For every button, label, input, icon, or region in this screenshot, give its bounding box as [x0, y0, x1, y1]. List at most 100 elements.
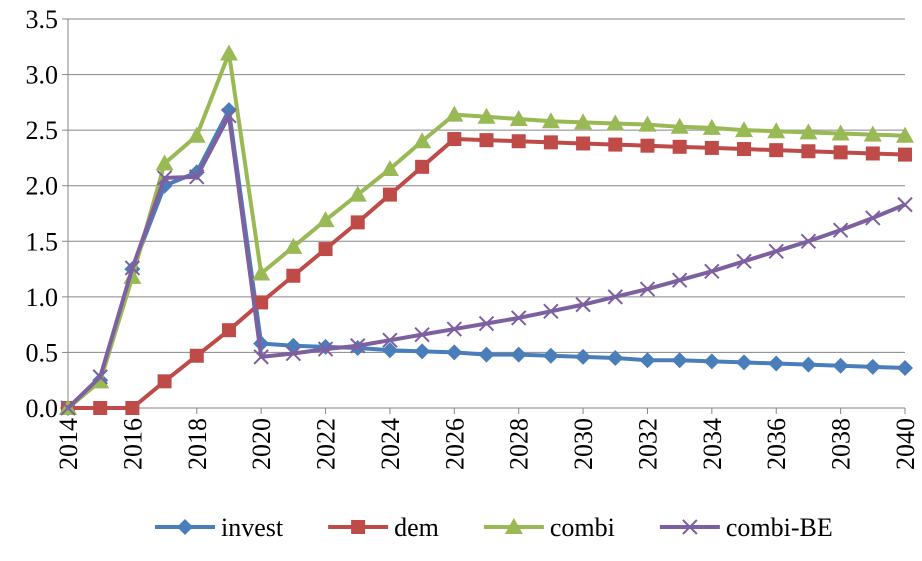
marker: [639, 281, 656, 297]
marker: [284, 237, 303, 254]
marker: [863, 125, 882, 142]
marker: [415, 159, 430, 174]
marker: [831, 124, 850, 141]
marker: [682, 519, 698, 535]
marker: [543, 303, 559, 320]
marker: [156, 170, 173, 186]
marker: [737, 142, 752, 157]
legend-label: combi-BE: [726, 513, 833, 542]
y-tick-label: 3.0: [26, 61, 59, 90]
marker: [575, 348, 592, 365]
marker: [703, 353, 720, 370]
marker: [864, 358, 881, 375]
marker: [575, 296, 591, 313]
y-tick-label: 0.5: [26, 338, 59, 367]
x-tick-label: 2032: [633, 418, 662, 470]
marker: [189, 348, 204, 363]
marker: [639, 352, 656, 369]
marker: [896, 126, 914, 143]
marker: [800, 233, 817, 249]
y-tick-label: 2.5: [26, 116, 59, 145]
y-tick-label: 2.0: [26, 172, 59, 201]
x-tick-label: 2028: [505, 418, 534, 470]
marker: [317, 341, 334, 357]
marker: [801, 144, 816, 159]
legend-label: dem: [394, 513, 439, 542]
y-tick-label: 0.0: [26, 394, 59, 423]
marker: [510, 346, 527, 363]
marker: [414, 326, 430, 343]
marker: [865, 146, 880, 161]
marker: [509, 110, 528, 127]
marker: [769, 143, 784, 158]
x-tick-label: 2022: [312, 418, 341, 470]
x-tick-label: 2018: [183, 418, 212, 470]
marker: [511, 134, 526, 149]
marker: [177, 519, 193, 535]
marker: [608, 137, 623, 152]
marker: [477, 107, 496, 124]
marker: [413, 132, 432, 149]
marker: [833, 145, 848, 160]
marker: [607, 289, 623, 305]
legend-label: combi: [550, 513, 615, 542]
y-tick-label: 1.5: [26, 227, 59, 256]
marker: [125, 401, 140, 415]
marker: [799, 123, 818, 140]
marker: [898, 147, 912, 162]
marker: [254, 295, 269, 310]
x-tick-label: 2024: [376, 418, 405, 470]
marker: [479, 133, 494, 148]
marker: [736, 253, 752, 269]
marker: [124, 260, 141, 276]
marker: [91, 372, 110, 389]
marker: [736, 354, 753, 371]
marker: [285, 345, 302, 362]
legend-item: combi-BE: [659, 513, 833, 542]
marker: [638, 115, 657, 132]
marker: [702, 118, 721, 135]
x-tick-label: 2036: [762, 418, 791, 470]
marker: [672, 139, 687, 154]
x-tick-label: 2040: [891, 418, 920, 470]
marker: [350, 338, 366, 354]
marker: [221, 107, 237, 124]
marker: [670, 117, 689, 134]
marker: [252, 264, 271, 281]
marker: [865, 210, 881, 226]
marker: [576, 136, 591, 151]
marker: [478, 346, 495, 363]
marker: [768, 243, 784, 259]
marker: [832, 222, 849, 238]
marker: [60, 400, 76, 416]
marker: [187, 126, 206, 143]
marker: [382, 332, 398, 348]
marker: [640, 138, 655, 153]
x-tick-label: 2026: [440, 418, 469, 470]
marker: [897, 196, 913, 213]
marker: [93, 401, 108, 415]
marker: [157, 374, 172, 389]
x-tick-label: 2038: [827, 418, 856, 470]
marker: [671, 272, 688, 288]
marker: [221, 323, 236, 338]
y-tick-label: 3.5: [26, 5, 59, 34]
legend-item: dem: [328, 513, 439, 542]
marker: [92, 369, 108, 385]
marker: [832, 357, 849, 374]
marker: [574, 113, 593, 130]
x-tick-label: 2020: [247, 418, 276, 470]
marker: [350, 215, 365, 230]
marker: [219, 44, 238, 61]
x-tick-label: 2014: [54, 418, 83, 470]
marker: [348, 185, 367, 202]
marker: [510, 310, 527, 326]
marker: [447, 132, 462, 147]
legend-label: invest: [221, 513, 284, 542]
marker: [541, 112, 560, 129]
marker: [478, 315, 495, 332]
marker: [606, 114, 625, 131]
marker: [380, 160, 399, 177]
